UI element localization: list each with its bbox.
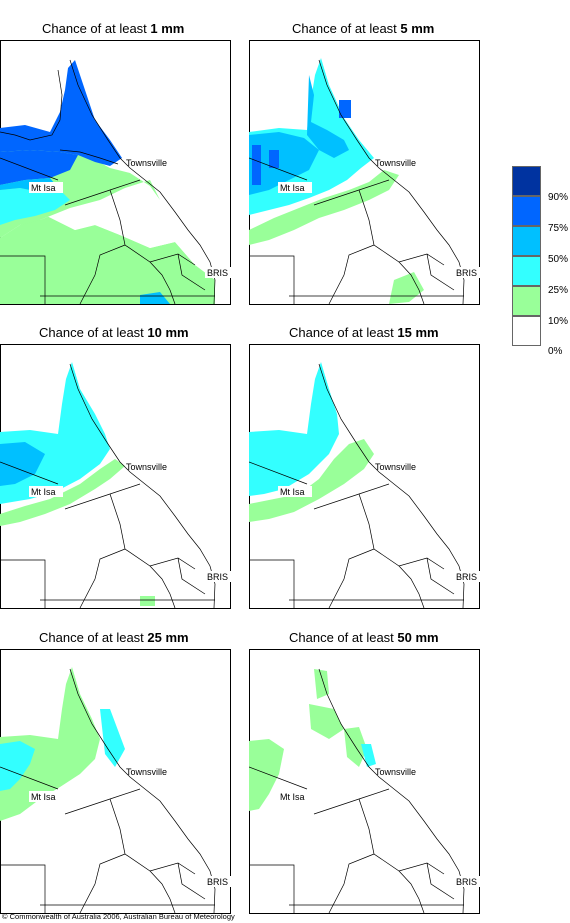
label-box: [29, 791, 63, 802]
rain-fill: [249, 362, 374, 522]
label-bris: BRIS: [456, 877, 477, 887]
legend-label-25: 25%: [548, 285, 569, 296]
rain-fill: [249, 58, 424, 304]
label-box: [278, 791, 312, 802]
rain-fill: [0, 362, 155, 606]
label-townsville: Townsville: [375, 158, 416, 168]
legend-label-90: 90%: [548, 192, 569, 203]
boundary-lines: [0, 668, 216, 914]
label-box: [278, 486, 312, 497]
label-bris: BRIS: [456, 268, 477, 278]
legend-swatch-90: [512, 166, 541, 196]
legend-swatch-0: [512, 316, 541, 346]
label-townsville: Townsville: [126, 158, 167, 168]
label-box: [454, 571, 480, 582]
label-box: [205, 571, 231, 582]
label-townsville: Townsville: [126, 767, 167, 777]
label-mt-isa: Mt Isa: [31, 487, 56, 497]
boundary-lines: [0, 363, 216, 609]
boundary-lines: [249, 363, 465, 609]
boundary-lines: [0, 59, 216, 305]
boundary-lines: [249, 59, 465, 305]
legend-swatch-25: [512, 256, 541, 286]
legend-label-75: 75%: [548, 223, 569, 234]
label-mt-isa: Mt Isa: [31, 183, 56, 193]
legend-label-50: 50%: [548, 254, 569, 265]
panel-title-10mm: Chance of at least 10 mm: [39, 325, 189, 340]
legend-label-0: 0%: [548, 346, 563, 357]
label-bris: BRIS: [207, 877, 228, 887]
map-1mm: Townsville Mt Isa BRIS: [0, 40, 231, 305]
label-mt-isa: Mt Isa: [280, 183, 305, 193]
map-10mm: Townsville Mt Isa BRIS: [0, 344, 231, 609]
label-box: [29, 182, 63, 193]
panel-title-50mm: Chance of at least 50 mm: [289, 630, 439, 645]
map-50mm: Townsville Mt Isa BRIS: [249, 649, 480, 914]
boundary-lines: [249, 668, 465, 914]
legend-swatch-10: [512, 286, 541, 316]
panel-title-25mm: Chance of at least 25 mm: [39, 630, 189, 645]
label-mt-isa: Mt Isa: [280, 487, 305, 497]
label-bris: BRIS: [456, 572, 477, 582]
copyright-notice: © Commonwealth of Australia 2006, Austra…: [2, 912, 235, 921]
legend-swatch-75: [512, 196, 541, 226]
label-bris: BRIS: [207, 572, 228, 582]
label-townsville: Townsville: [375, 767, 416, 777]
legend-label-10: 10%: [548, 316, 569, 327]
label-box: [454, 267, 480, 278]
label-townsville: Townsville: [126, 462, 167, 472]
label-box: [205, 267, 231, 278]
label-box: [454, 876, 480, 887]
panel-title-5mm: Chance of at least 5 mm: [292, 21, 435, 36]
label-bris: BRIS: [207, 268, 228, 278]
legend-swatch-50: [512, 226, 541, 256]
label-townsville: Townsville: [375, 462, 416, 472]
label-mt-isa: Mt Isa: [280, 792, 305, 802]
panel-title-1mm: Chance of at least 1 mm: [42, 21, 185, 36]
label-box: [29, 486, 63, 497]
panel-title-15mm: Chance of at least 15 mm: [289, 325, 439, 340]
rain-fill: [249, 669, 376, 811]
label-box: [278, 182, 312, 193]
rain-fill: [0, 667, 125, 821]
map-15mm: Townsville Mt Isa BRIS: [249, 344, 480, 609]
map-5mm: Townsville Mt Isa BRIS: [249, 40, 480, 305]
label-box: [205, 876, 231, 887]
map-25mm: Townsville Mt Isa BRIS: [0, 649, 231, 914]
label-mt-isa: Mt Isa: [31, 792, 56, 802]
